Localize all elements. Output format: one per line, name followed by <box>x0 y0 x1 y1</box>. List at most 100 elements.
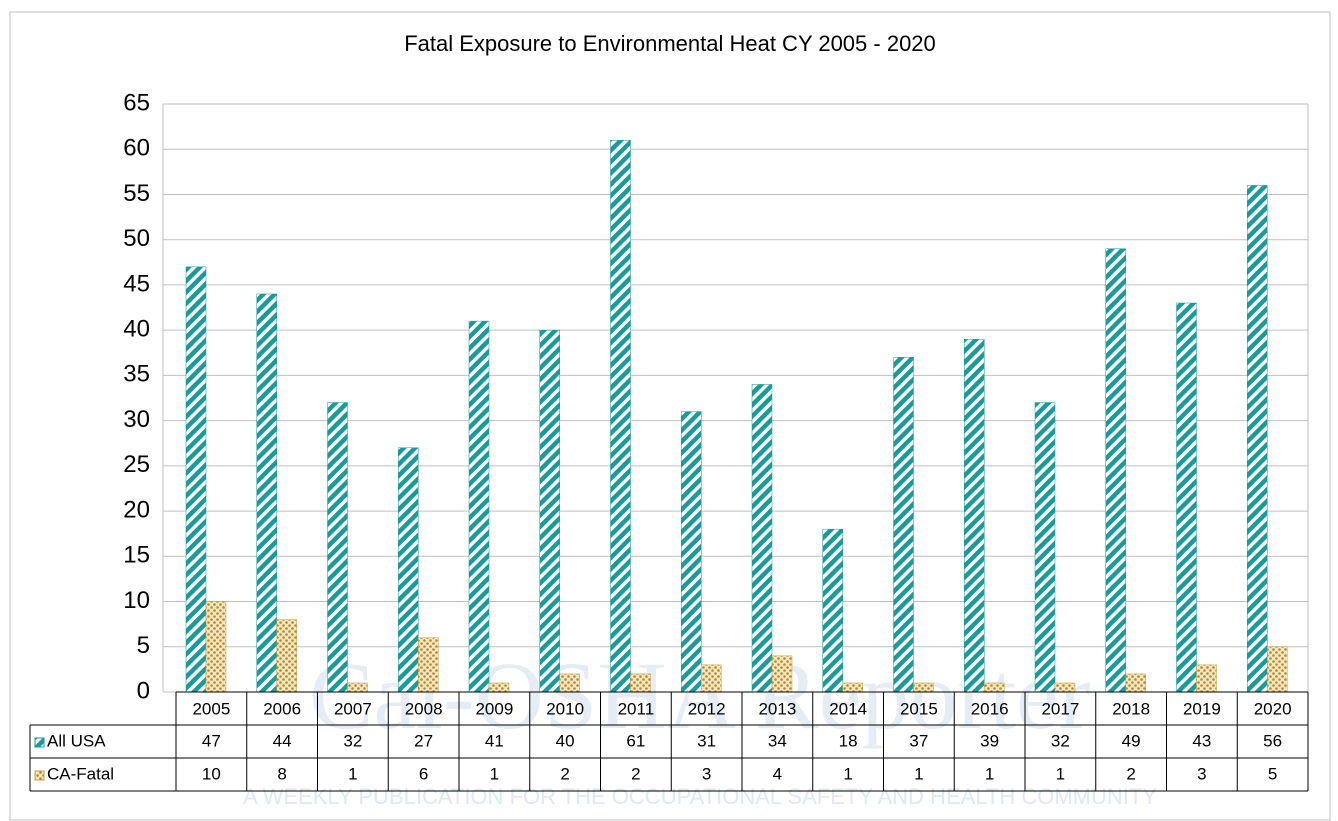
table-value: 3 <box>702 764 711 783</box>
bar <box>822 528 843 693</box>
bar <box>893 357 914 693</box>
bar <box>276 619 297 693</box>
table-value: 27 <box>414 731 433 750</box>
table-value: 1 <box>490 764 499 783</box>
bar <box>701 664 722 693</box>
legend-label: CA-Fatal <box>47 764 114 783</box>
bar <box>1247 185 1268 693</box>
bar <box>205 601 227 693</box>
x-tick-label: 2019 <box>1183 699 1221 718</box>
y-tick-label: 5 <box>137 632 150 659</box>
table-value: 1 <box>985 764 994 783</box>
y-tick-label: 55 <box>123 180 150 207</box>
x-tick-label: 2007 <box>334 699 372 718</box>
table-value: 4 <box>773 764 782 783</box>
bar <box>185 266 207 693</box>
chart-title: Fatal Exposure to Environmental Heat CY … <box>404 31 936 56</box>
bar <box>398 447 419 693</box>
table-value: 39 <box>980 731 999 750</box>
x-tick-label: 2018 <box>1112 699 1150 718</box>
x-tick-label: 2016 <box>971 699 1009 718</box>
table-value: 37 <box>909 731 928 750</box>
bar <box>1105 248 1126 693</box>
x-tick-label: 2005 <box>192 699 230 718</box>
y-tick-label: 65 <box>123 89 150 116</box>
x-tick-label: 2010 <box>546 699 584 718</box>
bar <box>1034 402 1056 693</box>
x-tick-label: 2020 <box>1254 699 1292 718</box>
bar <box>418 637 439 693</box>
legend-label: All USA <box>47 731 106 750</box>
bar <box>771 655 793 693</box>
bar <box>1125 673 1146 693</box>
x-tick-label: 2013 <box>758 699 796 718</box>
table-value: 49 <box>1122 731 1141 750</box>
table-value: 10 <box>202 764 221 783</box>
table-value: 47 <box>202 731 221 750</box>
bar <box>468 320 490 693</box>
bar <box>610 139 631 693</box>
table-value: 56 <box>1263 731 1282 750</box>
x-tick-label: 2006 <box>263 699 301 718</box>
table-value: 1 <box>843 764 852 783</box>
table-value: 3 <box>1197 764 1206 783</box>
table-value: 2 <box>631 764 640 783</box>
table-value: 8 <box>277 764 286 783</box>
bar <box>630 673 651 693</box>
table-value: 32 <box>343 731 362 750</box>
y-tick-label: 30 <box>123 406 150 433</box>
table-value: 31 <box>697 731 716 750</box>
y-tick-label: 10 <box>123 587 150 614</box>
table-value: 1 <box>348 764 357 783</box>
y-tick-label: 60 <box>123 135 150 162</box>
y-tick-label: 20 <box>123 496 150 523</box>
y-tick-label: 40 <box>123 315 150 342</box>
bar <box>984 682 1005 693</box>
table-value: 43 <box>1192 731 1211 750</box>
table-value: 40 <box>556 731 575 750</box>
legend-key <box>34 770 45 781</box>
bar <box>751 384 773 693</box>
table-value: 32 <box>1051 731 1070 750</box>
bar <box>1176 302 1197 693</box>
bar <box>842 682 863 693</box>
table-value: 1 <box>914 764 923 783</box>
table-value: 34 <box>768 731 787 750</box>
x-tick-label: 2017 <box>1041 699 1079 718</box>
table-value: 2 <box>1126 764 1135 783</box>
bar <box>964 338 985 693</box>
x-tick-label: 2008 <box>405 699 443 718</box>
x-tick-label: 2011 <box>618 699 655 718</box>
table-value: 5 <box>1268 764 1277 783</box>
bar <box>1267 646 1288 693</box>
x-tick-label: 2015 <box>900 699 938 718</box>
bar <box>347 682 368 693</box>
y-tick-label: 15 <box>123 542 150 569</box>
legend-key <box>34 737 45 748</box>
table-value: 1 <box>1056 764 1065 783</box>
bar <box>256 293 277 693</box>
bar <box>1054 682 1076 693</box>
x-tick-label: 2014 <box>829 699 867 718</box>
y-tick-label: 50 <box>123 225 150 252</box>
bar <box>539 329 560 693</box>
x-tick-label: 2009 <box>475 699 513 718</box>
table-value: 18 <box>839 731 858 750</box>
y-tick-label: 25 <box>123 451 150 478</box>
table-value: 44 <box>273 731 292 750</box>
bar <box>1196 664 1217 693</box>
x-tick-label: 2012 <box>688 699 726 718</box>
table-value: 61 <box>626 731 645 750</box>
bar <box>488 682 510 693</box>
table-value: 6 <box>419 764 428 783</box>
table-value: 41 <box>485 731 504 750</box>
y-tick-label: 35 <box>123 361 150 388</box>
bar <box>327 402 348 693</box>
bar <box>559 673 580 693</box>
table-value: 2 <box>560 764 569 783</box>
bar <box>913 682 934 693</box>
y-tick-label: 45 <box>123 270 150 297</box>
bar <box>681 411 702 693</box>
y-tick-label: 0 <box>137 677 150 704</box>
